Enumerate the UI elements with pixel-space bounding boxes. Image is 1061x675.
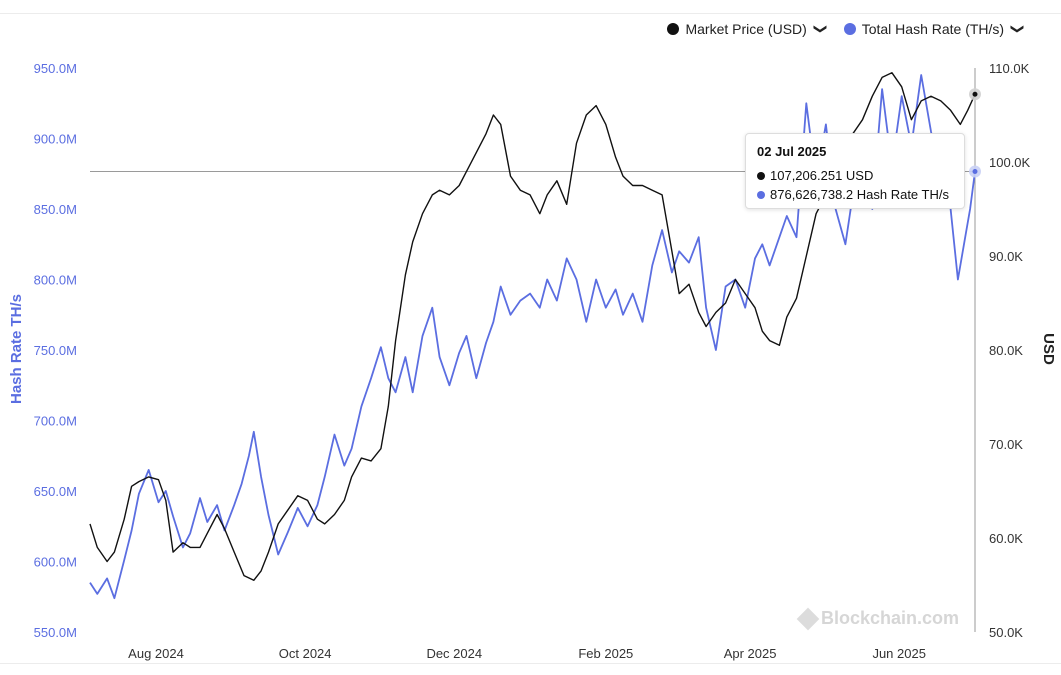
left-axis-tick-label: 850.0M <box>34 202 77 217</box>
chart-legend: Market Price (USD) ❯ Total Hash Rate (TH… <box>667 21 1026 37</box>
blockchain-logo-icon <box>796 607 820 630</box>
right-axis-title: USD <box>1040 333 1057 365</box>
left-axis-tick-label: 950.0M <box>34 61 77 76</box>
price-marker <box>972 91 978 97</box>
right-axis-tick-label: 50.0K <box>989 625 1023 640</box>
hover-tooltip: 02 Jul 2025 107,206.251 USD 876,626,738.… <box>745 133 965 209</box>
x-axis-tick-label: Feb 2025 <box>578 646 633 661</box>
x-axis-tick-label: Dec 2024 <box>426 646 482 661</box>
hash-dot-icon <box>757 190 765 199</box>
right-axis-tick-label: 90.0K <box>989 249 1023 264</box>
left-axis-tick-label: 700.0M <box>34 414 77 429</box>
x-axis-tick-label: Aug 2024 <box>128 646 184 661</box>
x-axis-tick-label: Oct 2024 <box>279 646 332 661</box>
right-axis-tick-label: 70.0K <box>989 437 1023 452</box>
right-axis-ticks: 50.0K 60.0K 70.0K 80.0K 90.0K 100.0K 110.0K <box>989 61 1031 640</box>
tooltip-hash-value: 876,626,738.2 Hash Rate TH/s <box>770 187 949 202</box>
left-axis-tick-label: 800.0M <box>34 273 77 288</box>
tooltip-price-row: 107,206.251 USD <box>757 168 873 183</box>
legend-market-price[interactable]: Market Price (USD) ❯ <box>667 21 828 37</box>
price-dot-icon <box>757 171 765 180</box>
legend-hash-rate-label: Total Hash Rate (TH/s) <box>861 21 1005 37</box>
left-axis-tick-label: 600.0M <box>34 555 77 570</box>
left-axis-ticks: 550.0M 600.0M 650.0M 700.0M 750.0M 800.0M 850.… <box>34 61 77 640</box>
hash-rate-dot-icon <box>843 23 856 35</box>
right-axis-tick-label: 100.0K <box>989 155 1031 170</box>
left-axis-title: Hash Rate TH/s <box>8 294 25 404</box>
tooltip-date: 02 Jul 2025 <box>757 144 827 159</box>
x-axis-ticks: Aug 2024 Oct 2024 Dec 2024 Feb 2025 Apr 2025… <box>128 646 926 661</box>
left-axis-tick-label: 900.0M <box>34 132 77 147</box>
left-axis-tick-label: 550.0M <box>34 625 77 640</box>
crosshair-markers <box>969 88 981 178</box>
watermark-text: Blockchain.com <box>821 608 960 628</box>
right-axis-tick-label: 110.0K <box>989 61 1030 76</box>
left-axis-tick-label: 750.0M <box>34 343 77 358</box>
tooltip-price-value: 107,206.251 USD <box>770 168 874 183</box>
x-axis-tick-label: Apr 2025 <box>724 646 777 661</box>
x-axis-tick-label: Jun 2025 <box>872 646 926 661</box>
tooltip-hash-row: 876,626,738.2 Hash Rate TH/s <box>757 187 949 202</box>
blockchain-watermark: Blockchain.com <box>796 607 960 630</box>
hash-marker <box>972 168 978 174</box>
top-divider <box>0 13 1061 14</box>
left-axis-tick-label: 650.0M <box>34 484 77 499</box>
right-axis-tick-label: 80.0K <box>989 343 1023 358</box>
bottom-divider <box>0 663 1061 664</box>
market-price-dot-icon <box>667 23 680 35</box>
right-axis-tick-label: 60.0K <box>989 531 1023 546</box>
legend-market-price-label: Market Price (USD) <box>685 21 807 37</box>
legend-total-hash-rate[interactable]: Total Hash Rate (TH/s) ❯ <box>843 21 1026 37</box>
